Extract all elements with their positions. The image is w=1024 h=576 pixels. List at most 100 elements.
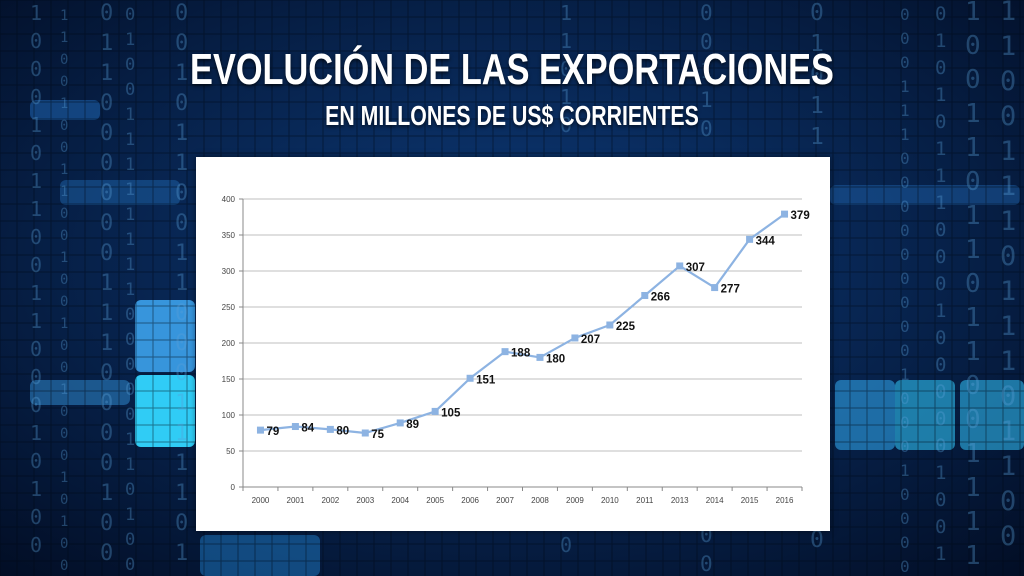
x-tick-label: 2007: [496, 496, 514, 505]
svg-text:0: 0: [935, 57, 946, 79]
svg-text:0: 0: [175, 31, 188, 56]
glow-tile: [960, 380, 1024, 450]
svg-text:0: 0: [30, 253, 42, 277]
svg-text:0: 0: [935, 327, 946, 349]
x-tick-label: 2011: [636, 496, 654, 505]
svg-text:1: 1: [175, 61, 188, 86]
svg-text:0: 0: [125, 555, 135, 575]
svg-text:0: 0: [175, 511, 188, 536]
svg-text:1: 1: [60, 162, 68, 178]
svg-text:0: 0: [125, 55, 135, 75]
svg-text:0: 0: [175, 331, 188, 356]
svg-text:1: 1: [810, 93, 824, 119]
svg-text:1: 1: [965, 541, 981, 571]
svg-text:1: 1: [125, 230, 135, 250]
svg-text:0: 0: [100, 181, 113, 206]
svg-text:1: 1: [125, 505, 135, 525]
svg-text:0: 0: [100, 361, 113, 386]
svg-text:1: 1: [560, 1, 572, 25]
data-label: 188: [511, 348, 531, 360]
data-point-marker: [431, 407, 439, 415]
svg-text:1: 1: [60, 316, 68, 332]
svg-text:1: 1: [100, 271, 113, 296]
svg-text:1: 1: [60, 250, 68, 266]
data-point-marker: [466, 374, 474, 382]
data-label: 225: [616, 321, 636, 333]
svg-text:1: 1: [60, 382, 68, 398]
svg-text:0: 0: [100, 421, 113, 446]
svg-text:0: 0: [100, 211, 113, 236]
svg-text:1: 1: [935, 462, 946, 484]
data-label: 266: [651, 291, 670, 303]
x-tick-label: 2001: [287, 496, 305, 505]
svg-text:0: 0: [60, 448, 68, 464]
svg-text:0: 0: [100, 511, 113, 536]
svg-text:1: 1: [60, 184, 68, 200]
svg-text:0: 0: [125, 80, 135, 100]
svg-text:0: 0: [60, 492, 68, 508]
y-tick-label: 200: [222, 339, 236, 348]
svg-text:1: 1: [125, 455, 135, 475]
svg-text:1: 1: [100, 61, 113, 86]
svg-text:0: 0: [30, 393, 42, 417]
x-tick-label: 2015: [741, 496, 759, 505]
svg-text:1: 1: [1000, 451, 1016, 482]
svg-text:1: 1: [175, 541, 188, 566]
x-tick-label: 2013: [671, 496, 689, 505]
svg-text:0: 0: [935, 273, 946, 295]
svg-text:1: 1: [60, 470, 68, 486]
svg-text:0: 0: [1000, 381, 1016, 412]
data-label: 105: [441, 407, 461, 419]
data-point-marker: [781, 210, 789, 218]
svg-text:0: 0: [900, 389, 910, 408]
x-tick-label: 2000: [252, 496, 270, 505]
svg-text:1: 1: [125, 430, 135, 450]
svg-text:0: 0: [900, 413, 910, 432]
svg-text:0: 0: [30, 85, 42, 109]
svg-text:0: 0: [100, 391, 113, 416]
svg-text:0: 0: [900, 245, 910, 264]
svg-text:0: 0: [965, 31, 981, 61]
svg-text:1: 1: [965, 473, 981, 503]
svg-text:0: 0: [175, 1, 188, 26]
svg-text:0: 0: [900, 5, 910, 24]
x-tick-label: 2004: [391, 496, 409, 505]
svg-text:1: 1: [175, 481, 188, 506]
svg-text:0: 0: [175, 361, 188, 386]
svg-text:0: 0: [1000, 101, 1016, 132]
data-point-marker: [606, 321, 614, 329]
svg-text:0: 0: [60, 338, 68, 354]
svg-text:0: 0: [1000, 241, 1016, 272]
x-tick-label: 2006: [461, 496, 479, 505]
svg-text:0: 0: [125, 355, 135, 375]
svg-text:0: 0: [175, 91, 188, 116]
svg-text:1: 1: [125, 105, 135, 125]
svg-text:1: 1: [810, 124, 824, 150]
svg-text:0: 0: [810, 527, 824, 553]
svg-text:1: 1: [935, 165, 946, 187]
svg-text:1: 1: [935, 300, 946, 322]
svg-text:0: 0: [100, 541, 113, 566]
data-point-marker: [641, 291, 649, 299]
svg-text:1: 1: [900, 461, 910, 480]
svg-text:1: 1: [935, 192, 946, 214]
data-point-marker: [256, 426, 264, 434]
svg-text:1: 1: [810, 31, 824, 57]
svg-text:1: 1: [175, 391, 188, 416]
svg-text:0: 0: [1000, 486, 1016, 517]
svg-text:0: 0: [935, 516, 946, 538]
svg-text:0: 0: [700, 30, 713, 54]
svg-text:1: 1: [60, 96, 68, 112]
svg-text:1: 1: [125, 180, 135, 200]
svg-text:0: 0: [900, 293, 910, 312]
svg-text:0: 0: [935, 408, 946, 430]
data-label: 79: [266, 426, 279, 438]
svg-text:0: 0: [125, 330, 135, 350]
svg-text:0: 0: [900, 29, 910, 48]
svg-text:1: 1: [965, 133, 981, 163]
svg-text:0: 0: [560, 113, 572, 137]
y-tick-label: 100: [222, 411, 236, 420]
svg-text:0: 0: [30, 505, 42, 529]
x-tick-label: 2008: [531, 496, 549, 505]
